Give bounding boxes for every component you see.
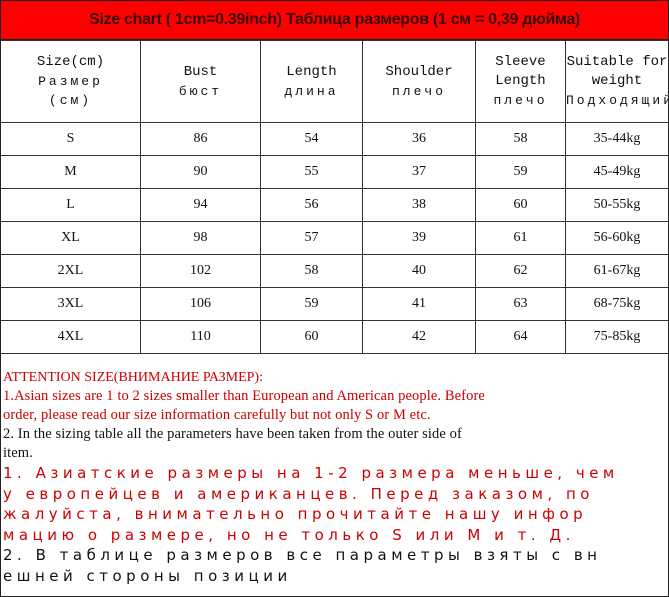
note-ru-1-cont-c: мацию о размере, но не только S или M и … (3, 525, 575, 544)
shoulder-cell: 36 (362, 122, 476, 156)
size-cell: M (0, 155, 141, 189)
size-cell: S (0, 122, 141, 156)
header-length-ru: длина (284, 83, 339, 99)
shoulder-cell: 42 (362, 320, 476, 354)
length-cell: 60 (260, 320, 363, 354)
header-bust-en: Bust (183, 63, 218, 80)
length-cell: 58 (260, 254, 363, 288)
sleeve-cell: 63 (475, 287, 566, 321)
size-chart-title: Size chart ( 1cm=0.39inch) Таблица разме… (0, 0, 669, 40)
size-notes: ATTENTION SIZE(ВНИМАНИЕ РАЗМЕР): 1.Asian… (3, 368, 667, 586)
note-ru-1: 1. Азиатские размеры на 1-2 размера мень… (3, 464, 619, 482)
note-en-2: 2. In the sizing table all the parameter… (3, 426, 462, 442)
size-cell: L (0, 188, 141, 222)
header-shoulder-ru: плечо (391, 83, 446, 99)
note-en-1-cont: order, please read our size information … (3, 407, 431, 423)
sleeve-cell: 64 (475, 320, 566, 354)
table-row: XL 98 57 39 61 56-60kg (0, 221, 669, 255)
header-weight-ru: Подходящий (566, 93, 669, 108)
weight-cell: 45-49kg (565, 155, 669, 189)
note-ru-2: 2. В таблице размеров все параметры взят… (3, 546, 602, 564)
bust-cell: 102 (140, 254, 261, 288)
header-shoulder-en: Shoulder (385, 63, 453, 80)
header-bust: Bust бюст (140, 40, 261, 123)
table-row: 2XL 102 58 40 62 61-67kg (0, 254, 669, 288)
note-en-2-cont: item. (3, 445, 33, 461)
weight-cell: 35-44kg (565, 122, 669, 156)
header-bust-ru: бюст (178, 83, 223, 99)
weight-cell: 75-85kg (565, 320, 669, 354)
sleeve-cell: 60 (475, 188, 566, 222)
shoulder-cell: 40 (362, 254, 476, 288)
table-row: 3XL 106 59 41 63 68-75kg (0, 287, 669, 321)
bust-cell: 94 (140, 188, 261, 222)
note-ru-2-cont: ешней стороны позиции (3, 566, 292, 585)
weight-cell: 61-67kg (565, 254, 669, 288)
sleeve-cell: 59 (475, 155, 566, 189)
note-en-1: 1.Asian sizes are 1 to 2 sizes smaller t… (3, 388, 485, 404)
sleeve-cell: 58 (475, 122, 566, 156)
header-size-ru: Размер (38, 74, 103, 89)
table-row: S 86 54 36 58 35-44kg (0, 122, 669, 156)
size-table: Size(cm) Размер (см) Bust бюст Length длина … (0, 40, 669, 354)
header-weight: Suitable for weight Подходящий (565, 40, 669, 123)
bust-cell: 106 (140, 287, 261, 321)
table-row: 4XL 110 60 42 64 75-85kg (0, 320, 669, 354)
weight-cell: 68-75kg (565, 287, 669, 321)
header-length-en: Length (286, 63, 337, 80)
header-size-en: Size(cm) (36, 54, 105, 70)
header-sleeve-en: Sleeve Length (495, 54, 546, 89)
note-ru-1-cont-b: жалуйста, внимательно прочитайте нашу ин… (3, 505, 588, 523)
table-row: L 94 56 38 60 50-55kg (0, 188, 669, 222)
table-row: M 90 55 37 59 45-49kg (0, 155, 669, 189)
shoulder-cell: 38 (362, 188, 476, 222)
header-size-unit: (см) (48, 93, 93, 108)
header-size: Size(cm) Размер (см) (0, 40, 141, 123)
bust-cell: 110 (140, 320, 261, 354)
header-sleeve-ru: плечо (493, 93, 548, 108)
note-ru-1-cont-a: у европейцев и американцев. Перед заказо… (3, 484, 594, 503)
weight-cell: 50-55kg (565, 188, 669, 222)
attention-heading: ATTENTION SIZE(ВНИМАНИЕ РАЗМЕР): (3, 370, 263, 385)
header-weight-en: Suitable for weight (566, 54, 668, 89)
length-cell: 54 (260, 122, 363, 156)
